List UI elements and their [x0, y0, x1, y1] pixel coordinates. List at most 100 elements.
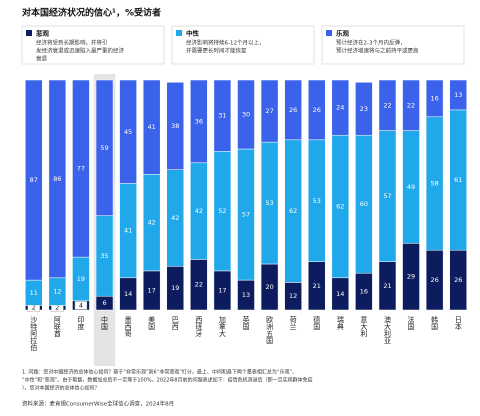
- legend-description: 经济影响将持续6-12个月以上，: [186, 39, 264, 47]
- x-tick-label: 日本: [454, 316, 462, 331]
- bar-segment: [72, 79, 90, 258]
- data-label: 11: [30, 289, 38, 297]
- data-label: 22: [383, 101, 391, 109]
- x-tick-label: 英国: [242, 315, 250, 331]
- x-tick-label: 沙特阿拉伯: [30, 316, 38, 352]
- data-label: 2: [32, 304, 36, 312]
- data-label: 6: [102, 299, 106, 307]
- data-label: 14: [336, 290, 344, 298]
- bar-segment: [95, 79, 114, 216]
- data-label: 19: [77, 275, 85, 283]
- bar-segment: [260, 79, 279, 143]
- bar-segment: [166, 82, 185, 170]
- x-tick-label: 西班牙: [195, 316, 203, 338]
- x-tick-label: 澳大利亚: [383, 315, 391, 344]
- bar-segment: [48, 79, 67, 279]
- data-label: 17: [218, 286, 226, 294]
- data-label: 61: [454, 176, 462, 184]
- data-label: 16: [430, 94, 438, 102]
- legend-description: 并需要更长时间才能恢复: [186, 47, 247, 55]
- bar-segment: [355, 82, 373, 136]
- bar-segment: [237, 79, 255, 150]
- bar-segment: [378, 79, 397, 131]
- bar-segment: [402, 79, 420, 131]
- data-label: 14: [124, 290, 132, 298]
- data-label: 58: [430, 180, 438, 188]
- data-label: 59: [100, 144, 108, 152]
- x-tick-label: 德国: [313, 315, 321, 331]
- bar-segment: [425, 79, 444, 118]
- legend-swatch: [26, 30, 32, 36]
- legend-box: [321, 25, 465, 65]
- x-tick-label: 美国: [148, 315, 156, 331]
- bar-segment: [449, 79, 467, 111]
- x-tick-label: 荷兰: [289, 315, 297, 330]
- x-tick-label: 法国: [407, 315, 415, 331]
- data-label: 41: [148, 123, 156, 131]
- data-label: 87: [30, 176, 38, 184]
- data-label: 42: [195, 207, 203, 215]
- chart-title: 对本国经济状况的信心¹，%受访者: [22, 7, 161, 19]
- legend-box: [171, 25, 315, 65]
- legend-description: 发经济衰退或迅速陷入最严重的经济: [36, 47, 125, 55]
- data-label: 45: [124, 128, 132, 136]
- legend-description: 预计经济增速将与之前持平或更高: [336, 47, 419, 55]
- data-label: 22: [407, 101, 415, 109]
- bar-segment: [213, 79, 232, 152]
- bar-segment: [190, 79, 208, 164]
- data-label: 19: [171, 284, 179, 292]
- data-label: 12: [53, 288, 61, 296]
- data-label: 36: [195, 117, 203, 125]
- data-label: 2: [55, 304, 59, 312]
- data-label: 60: [360, 200, 368, 208]
- footnote: ），您对本国经济的总体信心如何？: [22, 385, 100, 392]
- label-box: [74, 301, 88, 310]
- data-label: 17: [148, 286, 156, 294]
- legend-box: [21, 25, 165, 65]
- data-label: 31: [218, 112, 226, 120]
- legend-description: 衰退: [36, 55, 48, 63]
- x-tick-label: 瑞典: [336, 315, 344, 331]
- legend-label: 乐观: [336, 29, 350, 38]
- data-label: 26: [313, 106, 321, 114]
- bar-segment: [284, 79, 302, 141]
- legend-swatch: [326, 30, 332, 36]
- data-label: 26: [289, 106, 297, 114]
- x-tick-label: 韩国: [431, 315, 439, 331]
- data-label: 52: [218, 207, 226, 215]
- bar-segment: [307, 79, 326, 141]
- x-tick-label: 意大利: [360, 315, 368, 337]
- data-label: 57: [383, 192, 391, 200]
- data-label: 29: [407, 273, 415, 281]
- data-label: 16: [360, 288, 368, 296]
- data-label: 26: [454, 276, 462, 284]
- data-label: 77: [77, 165, 85, 173]
- footnote: 1. 问题：您对中国经济的总体信心如何？基于“非常乐观”到6“非常悲观”打分。最…: [22, 369, 297, 376]
- x-tick-label: 阿联酋: [53, 315, 61, 338]
- bar-segment: [331, 79, 350, 136]
- data-label: 22: [195, 281, 203, 289]
- data-label: 21: [383, 282, 391, 290]
- data-label: 86: [53, 175, 61, 183]
- data-label: 42: [171, 214, 179, 222]
- data-label: 20: [265, 283, 273, 291]
- bar-segment: [142, 79, 161, 175]
- legend-description: 经济将受到长期影响，并将引: [36, 39, 108, 47]
- data-label: 35: [100, 252, 108, 260]
- data-label: 49: [407, 183, 415, 191]
- x-tick-label: 印度: [77, 316, 85, 331]
- legend-label: 中性: [186, 29, 200, 38]
- data-label: 53: [313, 197, 321, 205]
- data-label: 62: [336, 203, 344, 211]
- data-label: 26: [430, 276, 438, 284]
- data-label: 41: [124, 227, 132, 235]
- x-tick-label: 墨西哥: [124, 316, 132, 337]
- footnote: “中性”和“悲观”。由于取整，数据加总后不一定等于100%。2022年8月前的问…: [22, 377, 313, 384]
- source: 资料来源：麦肯锡ConsumerWise全球信心调查，2024年8月: [22, 400, 174, 408]
- data-label: 24: [336, 104, 344, 112]
- bar-segment: [25, 79, 43, 281]
- data-label: 21: [313, 282, 321, 290]
- bar-segment: [119, 79, 137, 184]
- x-tick-label: 欧洲五国: [266, 315, 274, 345]
- legend-swatch: [176, 30, 182, 36]
